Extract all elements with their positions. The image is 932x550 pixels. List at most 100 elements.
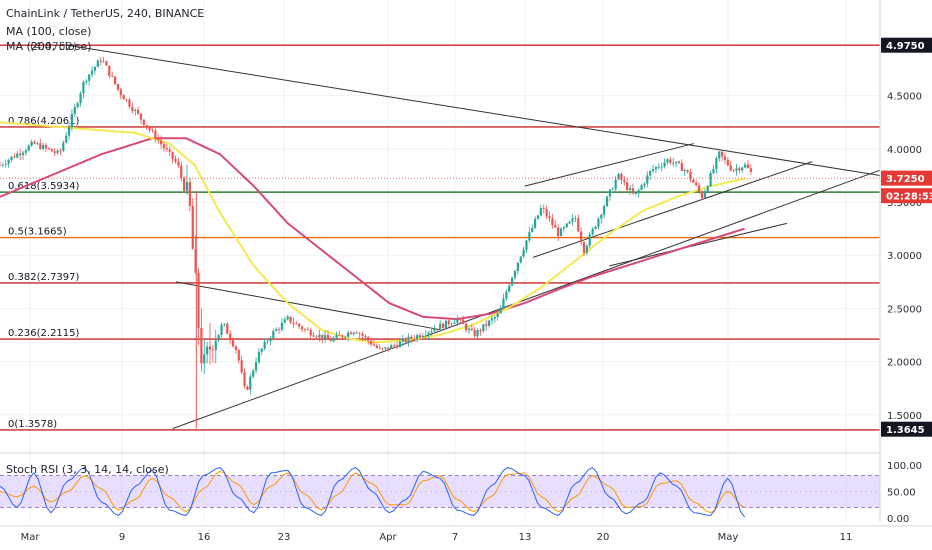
- candle-body: [404, 338, 407, 343]
- candle-body: [44, 145, 48, 149]
- candle-body: [341, 335, 344, 337]
- candle-body: [430, 331, 433, 333]
- candle-body: [39, 143, 42, 149]
- legend: ChainLink / TetherUS, 240, BINANCE MA (1…: [6, 7, 204, 476]
- candle-body: [577, 218, 580, 232]
- fib-label: 0.382(2.7397): [8, 272, 80, 283]
- candle-body: [476, 329, 479, 337]
- candle-body: [531, 227, 534, 233]
- candle-body: [42, 145, 45, 149]
- candle-body: [16, 153, 19, 158]
- candle-body: [683, 169, 686, 172]
- ma200-line: [0, 137, 745, 321]
- candle-body: [643, 183, 646, 186]
- fib-label: 0.236(2.2115): [8, 328, 80, 339]
- price-tag: [881, 421, 932, 437]
- candle-body: [329, 339, 332, 342]
- candle-body: [594, 226, 597, 229]
- candle-body: [283, 319, 286, 323]
- candle-body: [700, 191, 704, 198]
- candle-body: [519, 256, 522, 263]
- candle-body: [591, 228, 594, 235]
- candle-body: [588, 234, 591, 246]
- candle-body: [231, 340, 235, 347]
- trend-line: [609, 222, 788, 267]
- candle-body: [462, 319, 465, 324]
- stoch-tick-label: 0.00: [887, 514, 909, 525]
- candle-body: [672, 162, 675, 164]
- candle-body: [424, 335, 427, 337]
- candle-body: [565, 223, 568, 228]
- candle-body: [534, 218, 537, 228]
- candle-body: [154, 130, 157, 140]
- candle-body: [605, 196, 609, 207]
- price-tick-label: 3.5000: [887, 198, 922, 209]
- candle-body: [70, 113, 74, 127]
- candle-body: [545, 209, 548, 217]
- candle-body: [21, 152, 25, 156]
- candles: [0, 56, 880, 429]
- candle-body: [418, 335, 422, 338]
- ma200-legend[interactable]: MA (200, close): [6, 40, 91, 53]
- candle-body: [79, 93, 82, 104]
- candle-body: [651, 169, 655, 172]
- candle-body: [427, 332, 430, 336]
- candle-body: [295, 323, 298, 325]
- stoch-rsi-legend[interactable]: Stoch RSI (3, 3, 14, 14, close): [6, 463, 169, 476]
- trend-line: [175, 281, 441, 331]
- candle-body: [306, 329, 309, 331]
- candle-body: [608, 189, 612, 197]
- price-tick-label: 4.0000: [887, 145, 922, 156]
- candle-body: [467, 328, 471, 331]
- candle-body: [413, 338, 416, 340]
- candle-body: [332, 337, 335, 342]
- moving-averages: [0, 121, 745, 344]
- candle-body: [703, 191, 706, 198]
- candle-body: [390, 345, 393, 350]
- candle-body: [200, 328, 203, 364]
- candle-body: [85, 80, 88, 82]
- price-axis[interactable]: 4.5000 4.0000 3.5000 3.0000 2.5000 2.0000 1.50…: [879, 0, 932, 550]
- candle-body: [744, 164, 747, 168]
- candle-body: [505, 291, 508, 299]
- time-tick-label: 16: [198, 532, 211, 543]
- candle-body: [510, 277, 514, 286]
- candle-body: [654, 166, 658, 170]
- candle-body: [464, 323, 468, 331]
- candle-body: [145, 124, 148, 128]
- candle-body: [93, 66, 97, 71]
- time-tick-label: May: [718, 532, 739, 543]
- candle-body: [300, 326, 304, 330]
- stoch-tick-label: 50.00: [887, 488, 916, 499]
- candle-body: [657, 166, 660, 168]
- candle-body: [513, 270, 517, 278]
- candle-body: [88, 74, 91, 81]
- candle-body: [171, 151, 174, 159]
- ma100-legend[interactable]: MA (100, close): [6, 25, 91, 38]
- time-tick-label: 23: [278, 532, 291, 543]
- candle-body: [580, 231, 583, 243]
- candle-body: [536, 215, 540, 219]
- candle-body: [220, 324, 223, 335]
- candle-body: [211, 349, 214, 351]
- candle-body: [197, 272, 200, 329]
- candle-body: [416, 335, 419, 340]
- candle-body: [277, 329, 281, 331]
- candle-body: [677, 161, 681, 164]
- candle-body: [496, 313, 499, 318]
- candle-body: [551, 218, 554, 226]
- candle-body: [686, 169, 689, 172]
- candle-body: [142, 119, 145, 125]
- candle-body: [303, 329, 307, 331]
- time-axis[interactable]: Mar 9 16 23 Apr 7 13 20 May 11: [0, 522, 932, 550]
- candle-body: [10, 156, 13, 160]
- candle-body: [139, 113, 143, 120]
- candle-body: [620, 173, 623, 181]
- candle-body: [148, 127, 151, 130]
- candle-body: [603, 206, 606, 215]
- candle-body: [441, 323, 445, 328]
- candle-body: [99, 60, 102, 62]
- price-tick-label: 2.0000: [887, 358, 922, 369]
